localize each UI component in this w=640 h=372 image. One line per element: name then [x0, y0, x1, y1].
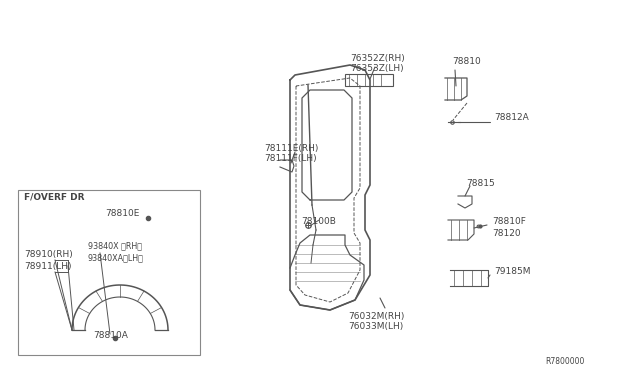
Text: 76032M(RH): 76032M(RH): [348, 311, 404, 321]
Text: 78812A: 78812A: [494, 113, 529, 122]
Text: 78111E(RH): 78111E(RH): [264, 144, 318, 153]
Text: 76352Z(RH): 76352Z(RH): [350, 54, 404, 62]
Text: 78120: 78120: [492, 228, 520, 237]
Text: R7800000: R7800000: [545, 357, 584, 366]
Text: 78815: 78815: [466, 179, 495, 187]
Text: 78911(LH): 78911(LH): [24, 263, 72, 272]
Bar: [18, 190, 200, 355]
Bar: [345, 74, 393, 86]
Text: 76033M(LH): 76033M(LH): [348, 321, 403, 330]
Text: 78810: 78810: [452, 57, 481, 65]
Text: 78100B: 78100B: [301, 218, 336, 227]
Text: 93840X 〈RH〉: 93840X 〈RH〉: [88, 241, 142, 250]
Text: 78810A: 78810A: [93, 330, 128, 340]
Text: 93840XA〈LH〉: 93840XA〈LH〉: [88, 253, 144, 263]
Text: 78810E: 78810E: [105, 208, 140, 218]
Text: 78111F(LH): 78111F(LH): [264, 154, 317, 163]
Text: F/OVERF DR: F/OVERF DR: [24, 192, 84, 202]
Text: 78910(RH): 78910(RH): [24, 250, 73, 260]
Text: 79185M: 79185M: [494, 267, 531, 276]
Text: 78810F: 78810F: [492, 218, 526, 227]
Text: 76353Z(LH): 76353Z(LH): [350, 64, 404, 73]
